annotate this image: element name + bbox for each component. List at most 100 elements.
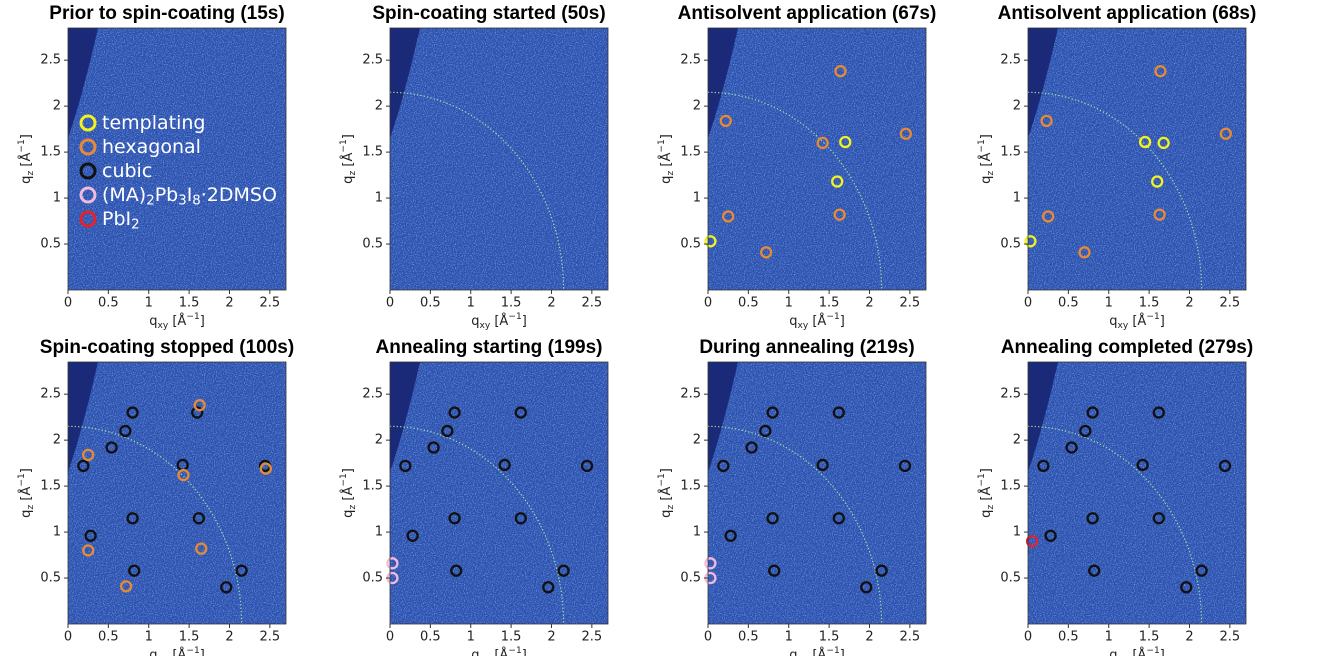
- marker: [441, 424, 454, 438]
- panel: Antisolvent application (67s) 0 0.5 1 1.5 2 2.…: [656, 3, 936, 330]
- x-tick-label: 2: [865, 630, 873, 645]
- y-tick-label: 1.5: [1000, 145, 1021, 160]
- missing-wedge: [708, 362, 738, 472]
- marker: [1152, 406, 1165, 419]
- marker: [1088, 564, 1101, 577]
- marker: [105, 441, 118, 454]
- y-axis-label: qz [Å−1]: [656, 468, 675, 518]
- frame: [707, 27, 927, 291]
- y-tick-label: 1.5: [680, 145, 701, 160]
- marker: [834, 65, 847, 78]
- x-tick-label: 1.5: [501, 630, 522, 645]
- y-tick-label: 1.5: [40, 145, 61, 160]
- y-tick-label: 2: [375, 99, 383, 114]
- powder-ring: [390, 91, 565, 290]
- x-tick-label: 1.5: [501, 296, 522, 311]
- y-tick-label: 2.5: [40, 53, 61, 68]
- x-axis-label: qxy [Å−1]: [149, 645, 205, 656]
- panel-title: During annealing (219s): [699, 337, 914, 358]
- y-tick-label: 0.5: [362, 571, 383, 586]
- missing-wedge: [1028, 362, 1058, 472]
- x-tick-label: 1: [145, 630, 153, 645]
- panel: Antisolvent application (68s) 0 0.5 1 1.5 2 2.…: [976, 3, 1256, 330]
- panel: Prior to spin-coating (15s) 0 0.5 1 1.5 2 2.5 0…: [16, 3, 287, 330]
- y-tick-label: 2: [693, 433, 701, 448]
- marker: [580, 459, 594, 473]
- marker: [406, 529, 419, 542]
- marker: [1078, 246, 1091, 259]
- y-tick-label: 1: [1013, 525, 1021, 540]
- y-tick-label: 0.5: [1000, 571, 1021, 586]
- x-tick-label: 2: [1185, 296, 1193, 311]
- marker: [514, 512, 527, 525]
- marker: [1044, 529, 1057, 542]
- marker: [498, 458, 511, 472]
- y-tick-label: 2.5: [362, 53, 383, 68]
- marker: [1180, 581, 1193, 594]
- marker: [899, 127, 912, 140]
- y-tick-label: 1.5: [362, 145, 383, 160]
- x-tick-label: 1: [467, 296, 475, 311]
- x-tick-label: 0: [1024, 296, 1032, 311]
- y-tick-label: 1.5: [362, 479, 383, 494]
- marker: [704, 235, 717, 248]
- noise: [390, 362, 608, 624]
- panel-title: Prior to spin-coating (15s): [49, 3, 284, 24]
- x-tick-label: 2: [865, 296, 873, 311]
- x-tick-label: 0: [64, 296, 72, 311]
- y-tick-label: 0.5: [680, 237, 701, 252]
- legend-label: hexagonal: [102, 136, 201, 158]
- x-tick-label: 2.5: [900, 630, 921, 645]
- powder-ring: [390, 425, 565, 624]
- y-tick-label: 2: [1013, 433, 1021, 448]
- marker: [717, 459, 730, 473]
- marker: [82, 544, 95, 557]
- marker: [1138, 135, 1152, 149]
- x-tick-label: 2.5: [1220, 296, 1241, 311]
- y-tick-label: 2.5: [680, 53, 701, 68]
- y-tick-label: 2.5: [1000, 387, 1021, 402]
- marker: [860, 581, 873, 594]
- legend-key: [79, 162, 97, 180]
- marker: [177, 468, 190, 482]
- y-tick-label: 2: [375, 433, 383, 448]
- marker: [898, 459, 912, 473]
- x-tick-label: 0: [704, 296, 712, 311]
- marker: [766, 406, 779, 419]
- x-axis-label: qxy [Å−1]: [471, 311, 527, 330]
- marker: [1157, 136, 1170, 150]
- y-tick-label: 2.5: [40, 387, 61, 402]
- x-axis-label: qxy [Å−1]: [789, 311, 845, 330]
- marker: [542, 581, 555, 594]
- y-tick-label: 2: [53, 99, 61, 114]
- powder-ring: [708, 91, 883, 290]
- frame: [1027, 361, 1247, 625]
- x-tick-label: 2: [1185, 630, 1193, 645]
- x-tick-label: 2.5: [900, 296, 921, 311]
- marker: [1079, 424, 1092, 438]
- y-axis-label: qz [Å−1]: [976, 134, 995, 184]
- marker: [448, 406, 461, 419]
- x-tick-label: 0: [704, 630, 712, 645]
- marker: [427, 441, 440, 454]
- y-tick-label: 1.5: [40, 479, 61, 494]
- x-axis-label: qxy [Å−1]: [789, 645, 845, 656]
- x-tick-label: 1.5: [1139, 630, 1160, 645]
- noise: [1028, 28, 1246, 290]
- x-tick-label: 1: [145, 296, 153, 311]
- marker: [1151, 175, 1164, 188]
- legend-key: [79, 114, 97, 132]
- marker: [1086, 406, 1099, 419]
- missing-wedge: [390, 362, 420, 472]
- x-tick-label: 1: [1105, 296, 1113, 311]
- noise: [68, 28, 286, 290]
- y-axis-label: qz [Å−1]: [338, 468, 357, 518]
- marker: [704, 557, 717, 570]
- marker: [1086, 512, 1099, 525]
- marker: [192, 512, 205, 525]
- marker: [816, 136, 829, 150]
- panel-title: Antisolvent application (68s): [998, 3, 1257, 24]
- marker: [126, 406, 139, 419]
- marker: [399, 459, 412, 473]
- panel: Annealing starting (199s) 0 0.5 1 1.5 2 2.5 0.5…: [338, 337, 609, 656]
